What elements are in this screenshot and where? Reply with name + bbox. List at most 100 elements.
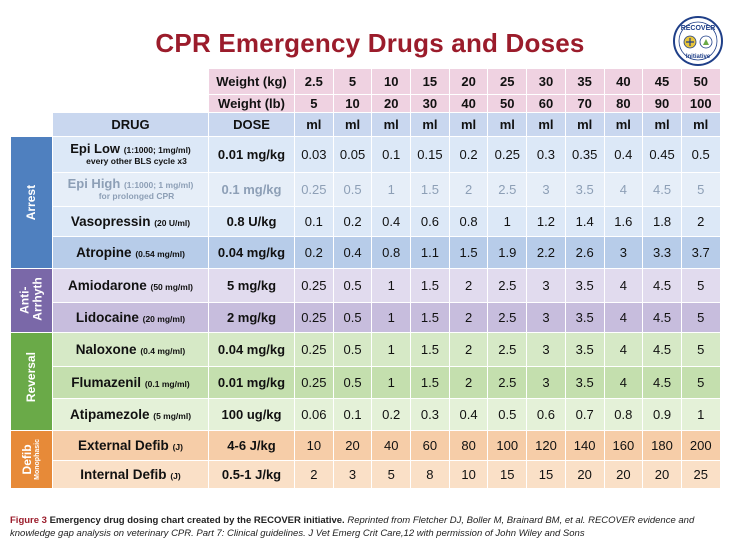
dose-volume-cell: 25 [680,460,721,489]
drug-header: DRUG [52,112,209,137]
dose-volume-cell: 0.25 [487,136,528,173]
logo-text-bottom: Initiative [686,54,711,60]
dose-volume-cell: 4.5 [642,302,682,333]
drug-name: Lidocaine [75,309,139,325]
dose-volume-cell: 4 [603,172,644,207]
weight-kg-50: 50 [680,68,721,95]
unit-ml-header: ml [448,112,489,137]
dose-volume-cell: 0.2 [332,206,373,237]
weight-kg-30: 30 [526,68,566,95]
dose-volume-cell: 4 [603,268,644,303]
weight-lb-40: 40 [448,94,489,113]
dose-volume-cell: 3 [526,172,566,207]
drug-name-cell: Lidocaine (20 mg/ml) [52,302,209,333]
dose-volume-cell: 1.5 [410,302,450,333]
weight-kg-10: 10 [371,68,412,95]
dose-volume-cell: 2 [448,332,489,367]
dose-volume-cell: 140 [564,430,605,461]
dose-cell: 0.01 mg/kg [208,136,295,173]
drug-name: Amiodarone [67,277,147,293]
unit-ml-header: ml [642,112,682,137]
dose-volume-cell: 0.6 [410,206,450,237]
page-title: CPR Emergency Drugs and Doses [155,28,585,58]
dose-volume-cell: 0.25 [294,268,334,303]
dose-volume-cell: 1 [371,268,412,303]
dose-volume-cell: 1 [680,398,721,431]
weight-kg-25: 25 [487,68,528,95]
dose-volume-cell: 4.5 [642,268,682,303]
drug-name-cell: Epi Low (1:1000; 1mg/ml) every other BLS … [52,136,209,173]
dose-volume-cell: 1 [371,302,412,333]
drug-name: Epi Low [70,141,121,157]
weight-kg-5: 5 [332,68,373,95]
dose-volume-cell: 2.5 [487,366,528,399]
dose-cell: 0.5-1 J/kg [208,460,295,489]
drug-concentration: (20 U/ml) [154,217,191,228]
weight-lb-80: 80 [603,94,644,113]
dose-volume-cell: 5 [680,268,721,303]
dose-volume-cell: 10 [294,430,334,461]
dose-volume-cell: 0.8 [603,398,644,431]
weight-kg-2.5: 2.5 [294,68,334,95]
dose-volume-cell: 0.5 [332,366,373,399]
dose-volume-cell: 0.06 [294,398,334,431]
category-defib: Defib Monophasic [10,430,53,489]
dose-volume-cell: 1.5 [410,268,450,303]
dose-volume-cell: 3 [332,460,373,489]
drug-row: Arrest Epi Low (1:1000; 1mg/ml) every othe… [10,136,721,269]
dose-volume-cell: 0.8 [371,236,412,269]
dose-volume-cell: 0.8 [448,206,489,237]
dose-volume-cell: 1.5 [448,236,489,269]
drug-name: Naloxone [75,341,137,357]
dose-volume-cell: 0.5 [332,268,373,303]
dose-volume-cell: 0.05 [332,136,373,173]
dose-volume-cell: 1 [487,206,528,237]
dose-volume-cell: 5 [680,172,721,207]
weight-lb-60: 60 [526,94,566,113]
dose-table: Weight (kg) 2.5 5 10 15 20 25 30 35 40 45 50 Weigh… [10,68,721,489]
weight-kg-15: 15 [410,68,450,95]
drug-row: Flumazenil (0.1 mg/ml) 0.01 mg/kg 0.25 0.5 1… [11,366,721,399]
dose-volume-cell: 5 [680,302,721,333]
drug-name: Internal Defib [80,466,167,482]
dose-volume-cell: 0.3 [410,398,450,431]
dose-volume-cell: 180 [642,430,682,461]
dose-volume-cell: 2 [680,206,721,237]
category-defib-label: Defib Monophasic [20,439,42,480]
dose-volume-cell: 0.2 [371,398,412,431]
dose-volume-cell: 0.4 [448,398,489,431]
dose-volume-cell: 0.5 [680,136,721,173]
caption-figure-label: Figure 3 [10,515,47,526]
category-defib-text: Monophasic [34,439,42,480]
dose-volume-cell: 0.1 [332,398,373,431]
drug-name-cell: Internal Defib (J) [52,460,209,489]
unit-ml-header: ml [487,112,528,137]
dose-volume-cell: 3 [526,302,566,333]
drug-concentration: (J) [170,470,181,481]
dose-volume-cell: 2.2 [526,236,566,269]
weight-kg-20: 20 [448,68,489,95]
drug-name: Epi High [67,176,121,192]
dose-volume-cell: 1.5 [410,332,450,367]
weight-kg-45: 45 [642,68,682,95]
drug-note: every other BLS cycle x3 [86,156,187,167]
dose-volume-cell: 4.5 [642,332,682,367]
dose-volume-cell: 120 [526,430,566,461]
drug-row: Anti- Arrhyth Amiodarone (50 mg/ml) 5 mg/kg… [10,268,721,333]
dose-volume-cell: 1.5 [410,172,450,207]
weight-lb-30: 30 [410,94,450,113]
unit-ml-header: ml [526,112,566,137]
dose-volume-cell: 3.3 [642,236,682,269]
dose-volume-cell: 160 [603,430,644,461]
dose-cell: 0.04 mg/kg [208,332,295,367]
dose-volume-cell: 3.5 [564,268,605,303]
dose-volume-cell: 15 [487,460,528,489]
drug-name-cell: Amiodarone (50 mg/ml) [52,268,209,303]
dose-volume-cell: 0.1 [371,136,412,173]
dose-volume-cell: 20 [642,460,682,489]
weight-lb-100: 100 [680,94,721,113]
corner-blank-3 [10,112,53,137]
dose-volume-cell: 1.8 [642,206,682,237]
category-arrest-label: Arrest [24,182,38,223]
dose-volume-cell: 0.25 [294,366,334,399]
